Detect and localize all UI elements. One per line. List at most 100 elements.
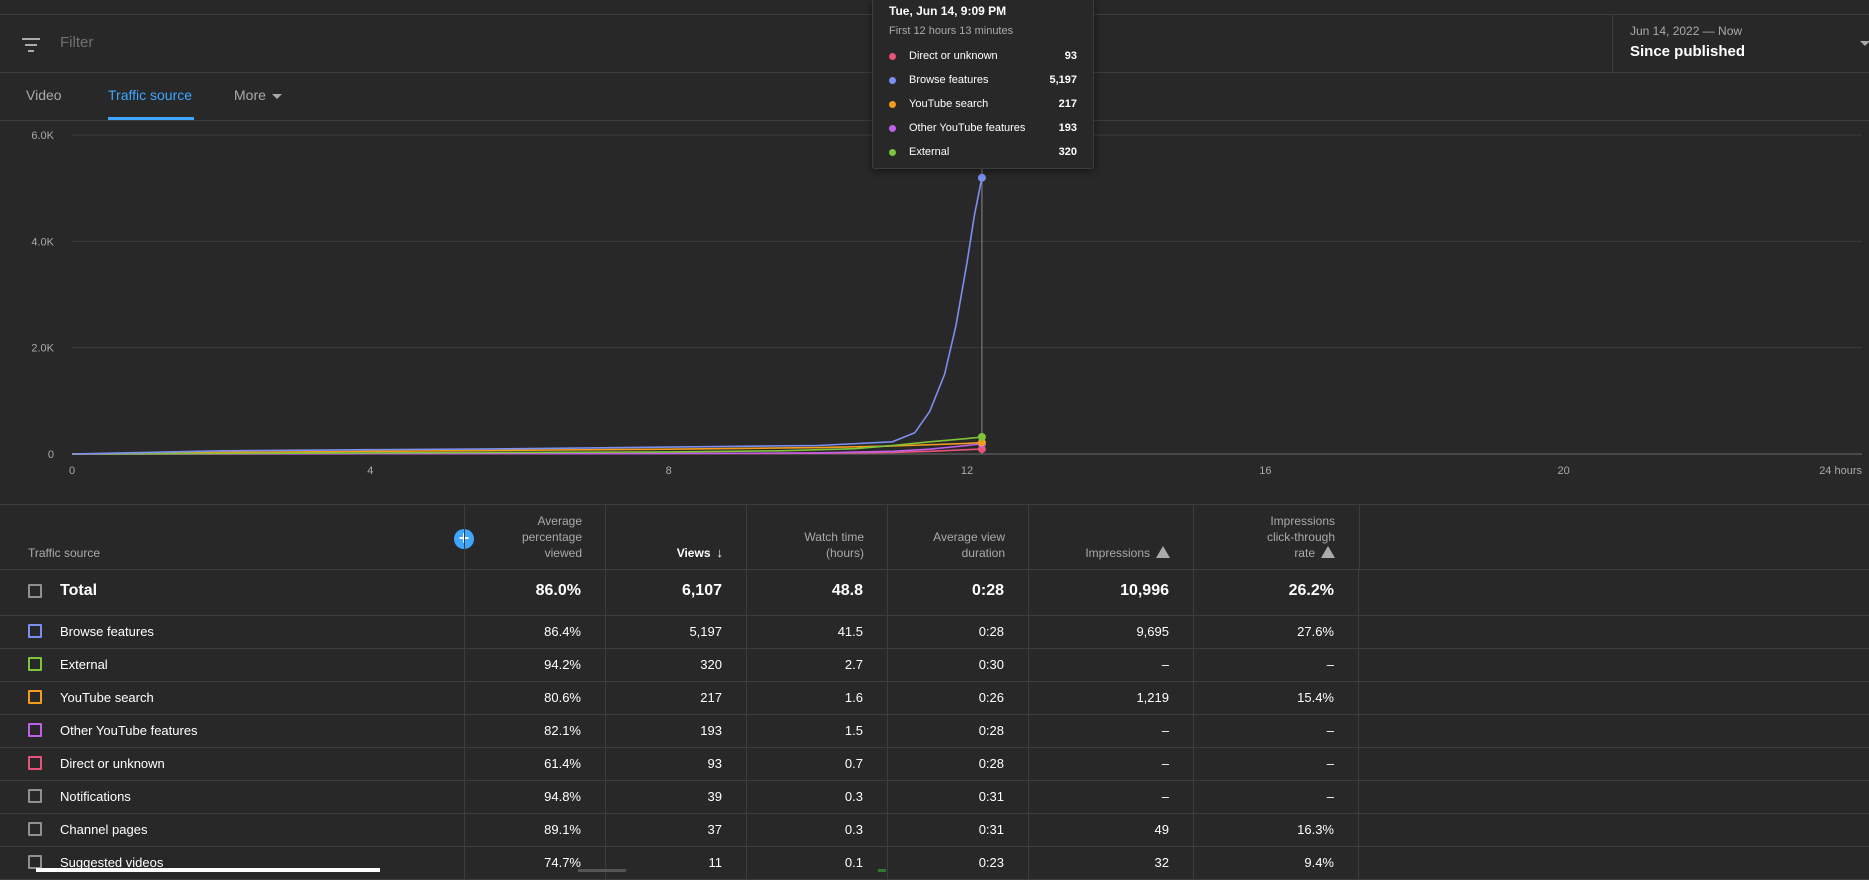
horizontal-scrollbar[interactable] (36, 868, 380, 872)
cell-ctr: 27.6% (1297, 624, 1334, 639)
row-source-name[interactable]: Suggested videos (60, 855, 164, 870)
column-divider (887, 781, 888, 813)
tooltip-row-value: 193 (1058, 122, 1077, 134)
tooltip-row-value: 5,197 (1049, 74, 1077, 86)
row-checkbox[interactable] (28, 690, 42, 704)
y-tick-label: 0 (48, 449, 54, 461)
tab-more[interactable]: More (234, 87, 282, 103)
column-divider (1358, 781, 1359, 813)
cell-watch: 0.3 (844, 789, 863, 804)
col-avg-pct-line2: percentage (521, 530, 582, 544)
row-source-name[interactable]: External (60, 657, 108, 672)
col-ctr[interactable]: Impressions click-through rate (1193, 505, 1360, 569)
date-range-selector[interactable]: Jun 14, 2022 — Now Since published (1612, 15, 1869, 72)
col-avd-line1: Average view (933, 530, 1005, 544)
row-checkbox[interactable] (28, 723, 42, 737)
row-checkbox[interactable] (28, 756, 42, 770)
active-tab-indicator (108, 117, 194, 120)
table-row-total[interactable]: Total 86.0% 6,107 48.8 0:28 10,996 26.2% (0, 569, 1869, 616)
table-row[interactable]: External 94.2% 320 2.7 0:30 – – (0, 649, 1869, 682)
series-dot (889, 149, 896, 156)
cell-ctr: 9.4% (1304, 855, 1334, 870)
series-point (977, 438, 986, 447)
column-divider (1028, 682, 1029, 714)
date-range-dates: Jun 14, 2022 — Now (1630, 24, 1743, 38)
cell-views: 93 (707, 756, 722, 771)
row-source-name[interactable]: Browse features (60, 624, 154, 639)
col-watch-time[interactable]: Watch time (hours) (746, 505, 888, 569)
series-line (71, 177, 983, 455)
column-divider (464, 748, 465, 780)
table-row[interactable]: Suggested videos 74.7% 11 0.1 0:23 32 9.4% (0, 847, 1869, 880)
column-divider (605, 781, 606, 813)
row-source-name[interactable]: Total (60, 582, 98, 599)
warning-icon[interactable] (1321, 546, 1335, 558)
cell-ctr: – (1326, 756, 1334, 771)
row-source-name[interactable]: YouTube search (60, 690, 154, 705)
tab-traffic-source[interactable]: Traffic source (108, 87, 193, 103)
row-checkbox[interactable] (28, 584, 42, 598)
table-row[interactable]: Direct or unknown 61.4% 93 0.7 0:28 – – (0, 748, 1869, 781)
filter-input[interactable]: Filter (60, 34, 94, 51)
cell-views: 39 (707, 789, 722, 804)
col-ctr-line1: Impressions (1270, 514, 1335, 528)
tooltip-row: Direct or unknown 93 (889, 49, 1077, 65)
cell-avd: 0:23 (978, 855, 1004, 870)
column-divider (464, 649, 465, 681)
row-checkbox[interactable] (28, 822, 42, 836)
column-divider (1193, 781, 1194, 813)
col-avg-view-duration[interactable]: Average view duration (887, 505, 1029, 569)
table-row[interactable]: Channel pages 89.1% 37 0.3 0:31 49 16.3% (0, 814, 1869, 847)
cell-avd: 0:31 (978, 789, 1004, 804)
row-checkbox[interactable] (28, 789, 42, 803)
cell-avg-pct: 82.1% (544, 723, 581, 738)
cell-watch: 48.8 (831, 582, 863, 599)
column-divider (1028, 814, 1029, 846)
col-views-label: Views (676, 546, 711, 560)
column-divider (605, 682, 606, 714)
cell-impressions: – (1161, 657, 1169, 672)
table-row[interactable]: YouTube search 80.6% 217 1.6 0:26 1,219 15.4% (0, 682, 1869, 715)
x-tick-label: 0 (69, 465, 75, 477)
x-tick-label: 12 (961, 465, 973, 477)
filter-icon[interactable] (22, 38, 40, 52)
column-divider (1358, 616, 1359, 648)
row-source-name[interactable]: Direct or unknown (60, 756, 165, 771)
cell-watch: 0.3 (844, 822, 863, 837)
column-divider (1358, 814, 1359, 846)
column-divider (887, 649, 888, 681)
row-source-name[interactable]: Channel pages (60, 822, 148, 837)
row-source-name[interactable]: Notifications (60, 789, 131, 804)
row-checkbox[interactable] (28, 657, 42, 671)
tab-video[interactable]: Video (26, 87, 62, 103)
cell-watch: 0.1 (844, 855, 863, 870)
column-divider (1193, 682, 1194, 714)
table-row[interactable]: Browse features 86.4% 5,197 41.5 0:28 9,695 27… (0, 616, 1869, 649)
caret-down-icon (271, 93, 282, 99)
series-point (977, 173, 986, 182)
traffic-chart[interactable]: 0 2.0K 4.0K 6.0K 0 4 8 12 16 20 24 hours (0, 121, 1869, 481)
column-divider (1358, 682, 1359, 714)
cell-views: 5,197 (689, 624, 722, 639)
table-header: Traffic source + Average percentage viewed… (0, 504, 1869, 570)
row-checkbox[interactable] (28, 624, 42, 638)
cell-watch: 1.6 (844, 690, 863, 705)
table-row[interactable]: Other YouTube features 82.1% 193 1.5 0:28 – – (0, 715, 1869, 748)
series-line (71, 436, 982, 455)
table-row[interactable]: Notifications 94.8% 39 0.3 0:31 – – (0, 781, 1869, 814)
col-impressions[interactable]: Impressions (1028, 505, 1194, 569)
chevron-down-icon[interactable] (1860, 41, 1869, 46)
col-avg-percentage[interactable]: Average percentage viewed (464, 505, 606, 569)
cell-impressions: – (1161, 789, 1169, 804)
cell-avd: 0:28 (971, 582, 1004, 599)
col-views[interactable]: Views ↓ (605, 505, 747, 569)
column-divider (887, 569, 888, 615)
warning-icon[interactable] (1156, 546, 1170, 558)
column-divider (464, 682, 465, 714)
row-checkbox[interactable] (28, 855, 42, 869)
col-traffic-source[interactable]: Traffic source (28, 546, 101, 560)
row-source-name[interactable]: Other YouTube features (60, 723, 198, 738)
cell-avd: 0:28 (978, 624, 1004, 639)
cell-views: 217 (700, 690, 722, 705)
col-ctr-line3: rate (1294, 546, 1315, 560)
